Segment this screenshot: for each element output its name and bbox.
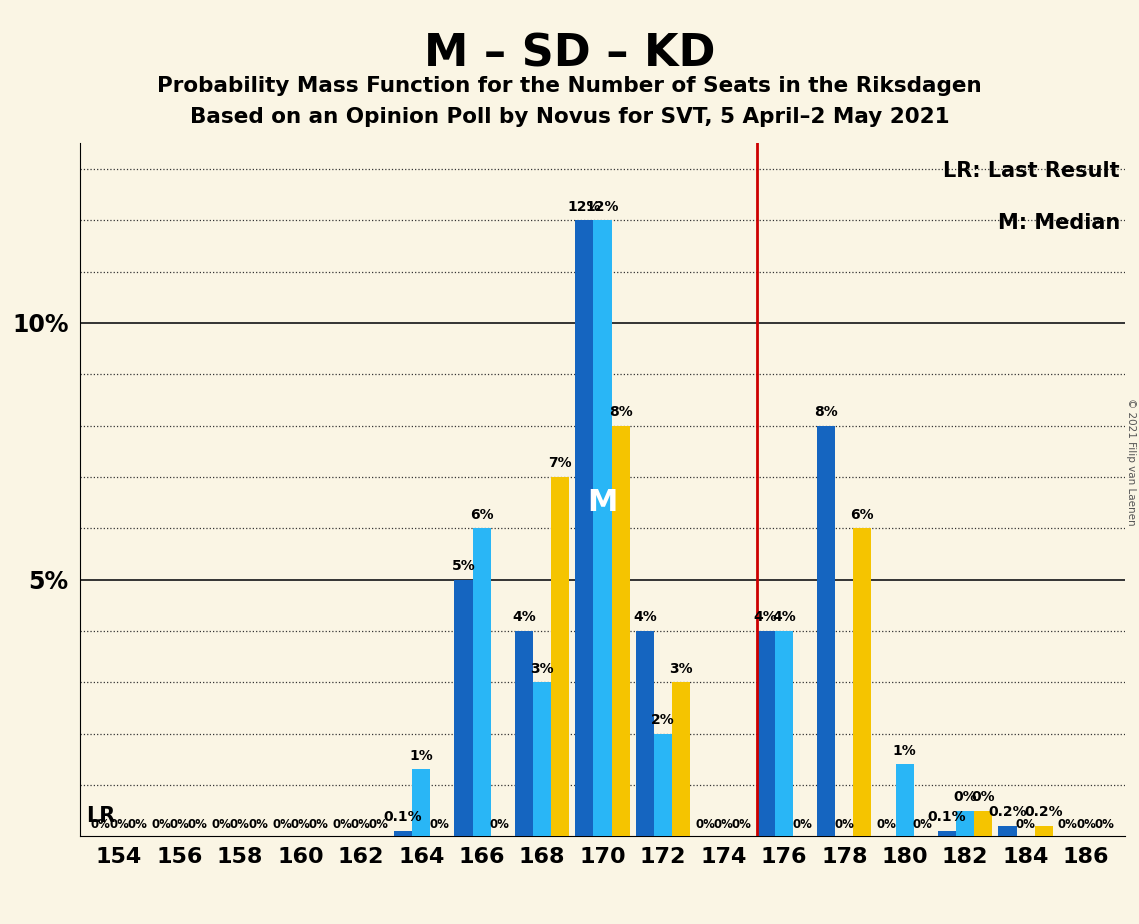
- Bar: [895, 764, 913, 836]
- Text: © 2021 Filip van Laenen: © 2021 Filip van Laenen: [1126, 398, 1136, 526]
- Text: Probability Mass Function for the Number of Seats in the Riksdagen: Probability Mass Function for the Number…: [157, 76, 982, 96]
- Text: 0%: 0%: [835, 818, 854, 831]
- Text: 6%: 6%: [851, 507, 875, 521]
- Bar: [473, 529, 491, 836]
- Text: 2%: 2%: [652, 713, 674, 727]
- Text: 8%: 8%: [814, 405, 838, 419]
- Text: 0%: 0%: [248, 818, 268, 831]
- Text: 0%: 0%: [913, 818, 933, 831]
- Text: 0%: 0%: [351, 818, 370, 831]
- Text: 0%: 0%: [128, 818, 147, 831]
- Text: 0%: 0%: [1016, 818, 1035, 831]
- Text: LR: Last Result: LR: Last Result: [943, 161, 1120, 180]
- Text: 0%: 0%: [188, 818, 207, 831]
- Bar: [672, 682, 690, 836]
- Text: 0%: 0%: [792, 818, 812, 831]
- Text: 0%: 0%: [429, 818, 449, 831]
- Text: 0%: 0%: [369, 818, 388, 831]
- Text: 4%: 4%: [754, 610, 778, 625]
- Text: 4%: 4%: [513, 610, 535, 625]
- Bar: [956, 810, 974, 836]
- Bar: [853, 529, 871, 836]
- Text: 0%: 0%: [170, 818, 189, 831]
- Text: 0%: 0%: [490, 818, 510, 831]
- Text: 0%: 0%: [91, 818, 110, 831]
- Text: 4%: 4%: [633, 610, 657, 625]
- Text: 0%: 0%: [151, 818, 171, 831]
- Text: 5%: 5%: [452, 559, 475, 573]
- Bar: [817, 426, 835, 836]
- Bar: [1034, 826, 1052, 836]
- Text: 3%: 3%: [670, 662, 693, 675]
- Text: 0%: 0%: [272, 818, 292, 831]
- Text: 12%: 12%: [585, 200, 620, 213]
- Text: 0%: 0%: [953, 790, 977, 804]
- Bar: [999, 826, 1016, 836]
- Text: 0.2%: 0.2%: [1024, 806, 1063, 820]
- Text: 7%: 7%: [548, 456, 572, 470]
- Text: 0%: 0%: [1095, 818, 1114, 831]
- Bar: [454, 579, 473, 836]
- Bar: [756, 631, 775, 836]
- Bar: [593, 220, 612, 836]
- Text: 4%: 4%: [772, 610, 796, 625]
- Text: 1%: 1%: [409, 748, 433, 763]
- Bar: [394, 831, 412, 836]
- Text: Based on an Opinion Poll by Novus for SVT, 5 April–2 May 2021: Based on an Opinion Poll by Novus for SV…: [190, 107, 949, 128]
- Text: 3%: 3%: [531, 662, 554, 675]
- Bar: [412, 770, 431, 836]
- Bar: [515, 631, 533, 836]
- Text: 0.1%: 0.1%: [928, 810, 966, 824]
- Text: LR: LR: [85, 806, 115, 826]
- Bar: [974, 810, 992, 836]
- Text: 0%: 0%: [109, 818, 129, 831]
- Text: 6%: 6%: [470, 507, 493, 521]
- Text: M: Median: M: Median: [998, 213, 1120, 233]
- Text: 0%: 0%: [972, 790, 995, 804]
- Text: 0%: 0%: [1058, 818, 1077, 831]
- Text: 0%: 0%: [877, 818, 896, 831]
- Text: 0%: 0%: [230, 818, 249, 831]
- Text: 12%: 12%: [567, 200, 601, 213]
- Text: 0%: 0%: [212, 818, 231, 831]
- Bar: [551, 477, 570, 836]
- Text: 0%: 0%: [713, 818, 734, 831]
- Text: 0%: 0%: [1076, 818, 1096, 831]
- Bar: [654, 734, 672, 836]
- Text: 0%: 0%: [290, 818, 310, 831]
- Bar: [575, 220, 593, 836]
- Bar: [612, 426, 630, 836]
- Bar: [533, 682, 551, 836]
- Text: M: M: [588, 488, 617, 517]
- Text: 0%: 0%: [695, 818, 715, 831]
- Text: M – SD – KD: M – SD – KD: [424, 32, 715, 76]
- Bar: [939, 831, 956, 836]
- Bar: [775, 631, 793, 836]
- Text: 0.2%: 0.2%: [989, 806, 1026, 820]
- Bar: [636, 631, 654, 836]
- Text: 0%: 0%: [333, 818, 353, 831]
- Text: 0%: 0%: [731, 818, 752, 831]
- Text: 0.1%: 0.1%: [384, 810, 423, 824]
- Text: 1%: 1%: [893, 744, 917, 758]
- Text: 8%: 8%: [608, 405, 632, 419]
- Text: 0%: 0%: [309, 818, 328, 831]
